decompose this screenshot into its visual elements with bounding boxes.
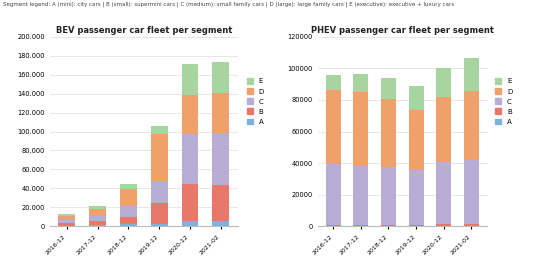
Bar: [436, 224, 451, 226]
Bar: [381, 78, 396, 99]
Bar: [212, 133, 229, 185]
Bar: [464, 224, 479, 226]
Bar: [151, 203, 168, 224]
Bar: [436, 97, 451, 162]
Bar: [326, 75, 341, 90]
Bar: [464, 160, 479, 224]
Bar: [464, 91, 479, 160]
Bar: [89, 209, 106, 216]
Bar: [58, 225, 75, 226]
Bar: [181, 64, 199, 95]
Bar: [58, 214, 75, 216]
Bar: [181, 134, 199, 184]
Bar: [212, 93, 229, 133]
Legend: E, D, C, B, A: E, D, C, B, A: [495, 78, 512, 125]
Bar: [120, 218, 137, 225]
Bar: [181, 95, 199, 134]
Bar: [381, 99, 396, 168]
Bar: [381, 225, 396, 226]
Bar: [58, 220, 75, 223]
Bar: [381, 168, 396, 225]
Bar: [409, 110, 424, 170]
Bar: [89, 225, 106, 226]
Bar: [151, 126, 168, 134]
Bar: [326, 225, 341, 226]
Title: BEV passenger car fleet per segment: BEV passenger car fleet per segment: [56, 26, 232, 35]
Bar: [120, 206, 137, 218]
Bar: [89, 206, 106, 209]
Bar: [181, 221, 199, 226]
Title: PHEV passenger car fleet per segment: PHEV passenger car fleet per segment: [311, 26, 494, 35]
Bar: [58, 216, 75, 220]
Bar: [326, 164, 341, 225]
Legend: E, D, C, B, A: E, D, C, B, A: [247, 78, 264, 125]
Bar: [409, 170, 424, 225]
Bar: [436, 68, 451, 97]
Bar: [89, 221, 106, 225]
Bar: [436, 162, 451, 224]
Bar: [353, 166, 368, 225]
Bar: [353, 92, 368, 166]
Bar: [409, 86, 424, 110]
Bar: [89, 216, 106, 221]
Bar: [120, 225, 137, 226]
Bar: [120, 189, 137, 206]
Bar: [409, 225, 424, 226]
Bar: [326, 90, 341, 164]
Bar: [151, 224, 168, 226]
Bar: [212, 62, 229, 93]
Bar: [212, 221, 229, 226]
Bar: [353, 225, 368, 226]
Bar: [58, 223, 75, 225]
Bar: [212, 185, 229, 221]
Bar: [353, 74, 368, 92]
Bar: [151, 134, 168, 181]
Text: Segment legend: A (mini): city cars | B (small): supermini cars | C (medium): sm: Segment legend: A (mini): city cars | B …: [3, 1, 454, 7]
Bar: [464, 58, 479, 91]
Bar: [120, 184, 137, 189]
Bar: [151, 181, 168, 203]
Bar: [181, 184, 199, 221]
